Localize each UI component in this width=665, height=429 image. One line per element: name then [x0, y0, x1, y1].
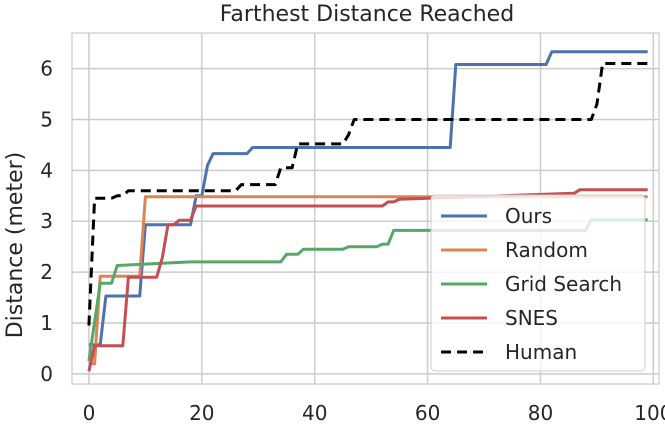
- legend-label: SNES: [505, 306, 558, 330]
- legend-label: Random: [505, 238, 588, 262]
- legend-label: Grid Search: [505, 272, 622, 296]
- y-tick-label: 2: [40, 260, 53, 284]
- y-tick-label: 1: [40, 311, 53, 335]
- tick-labels: 0 20 40 60 80 100 0 1 2 3 4 5 6: [40, 57, 665, 425]
- series-line-grid-search: [87, 218, 648, 362]
- series-lines: [87, 50, 648, 372]
- series-line-random: [88, 195, 648, 366]
- chart-title: Farthest Distance Reached: [220, 2, 514, 27]
- legend-box: [430, 194, 646, 372]
- x-tick-label: 40: [302, 401, 327, 425]
- series-line-snes: [87, 188, 648, 372]
- x-tick-label: 20: [189, 401, 214, 425]
- y-tick-label: 6: [40, 57, 53, 81]
- series-line-human: [87, 62, 648, 326]
- series-line-ours: [88, 50, 648, 347]
- legend-label: Human: [505, 340, 577, 364]
- x-tick-label: 0: [83, 401, 96, 425]
- y-tick-label: 5: [40, 107, 53, 131]
- x-tick-label: 80: [528, 401, 553, 425]
- y-axis-label: Distance (meter): [3, 152, 28, 339]
- y-tick-label: 4: [40, 158, 53, 182]
- x-tick-label: 60: [415, 401, 440, 425]
- y-tick-label: 0: [40, 362, 53, 386]
- x-tick-label: 100: [634, 401, 665, 425]
- legend: Ours Random Grid Search SNES Human: [430, 194, 646, 372]
- legend-label: Ours: [505, 204, 552, 228]
- y-tick-label: 3: [40, 209, 53, 233]
